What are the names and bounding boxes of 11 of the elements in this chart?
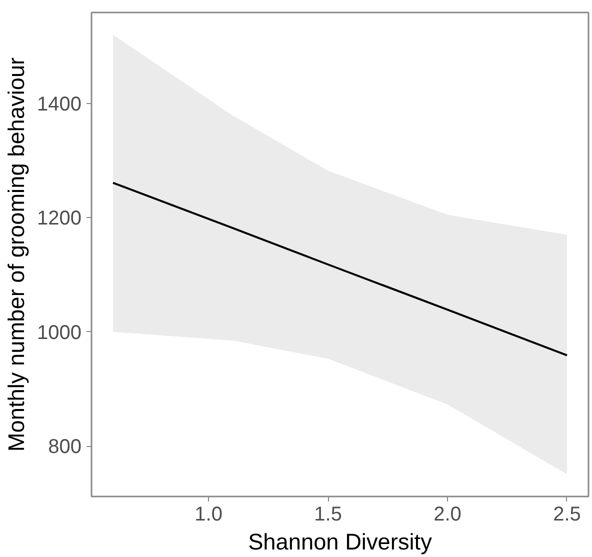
y-tick-label: 1400 (37, 93, 82, 116)
x-axis-title: Shannon Diversity (248, 528, 433, 554)
x-tick-label: 1.0 (194, 504, 222, 526)
line-series (112, 182, 568, 356)
x-tick-label: 1.5 (314, 504, 342, 526)
y-tick-label: 800 (48, 436, 82, 458)
y-axis-title: Monthly number of grooming behaviour (3, 56, 30, 452)
x-tick-label: 2.5 (553, 504, 581, 526)
y-tick-label: 1000 (37, 322, 82, 344)
x-tick-label: 2.0 (434, 504, 462, 526)
y-tick-label: 1200 (37, 208, 82, 230)
